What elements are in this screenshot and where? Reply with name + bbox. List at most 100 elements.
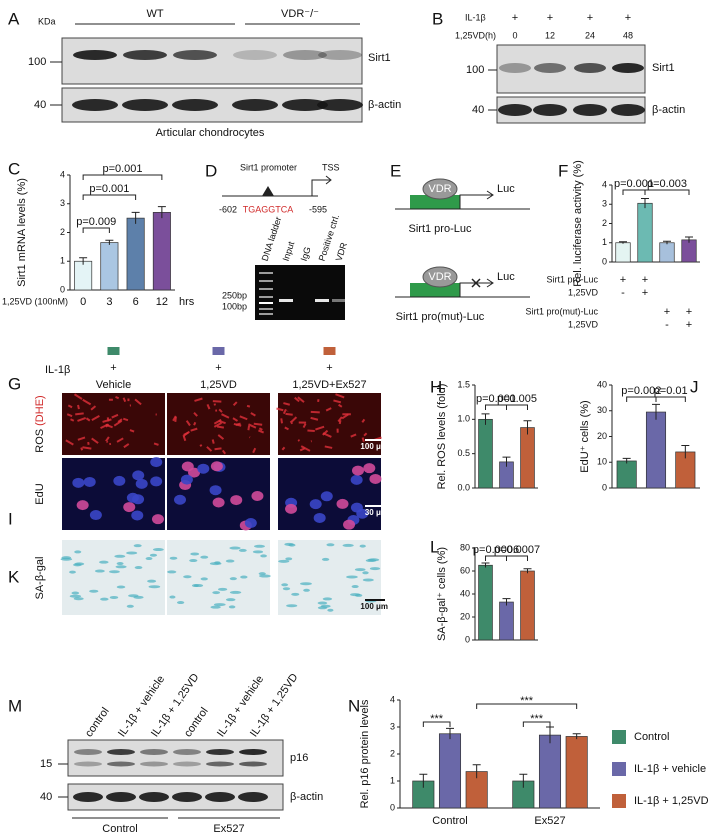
band (317, 99, 363, 111)
cell (278, 559, 290, 563)
gel-band (315, 299, 329, 302)
cell (218, 408, 223, 413)
cell (211, 439, 215, 444)
bar (681, 239, 697, 263)
cell (75, 412, 84, 416)
label: 40 (472, 104, 484, 116)
error-bar (681, 445, 690, 459)
label: 100 μm (360, 602, 388, 611)
panel-letter: J (690, 377, 699, 396)
y-tick-label: 0 (465, 634, 470, 644)
panel-letter: D (205, 161, 217, 180)
blot (61, 37, 363, 85)
cell (109, 595, 119, 599)
nucleus (126, 492, 139, 503)
cell (102, 418, 112, 423)
cell (172, 415, 177, 422)
cell (200, 577, 208, 581)
nucleus (313, 512, 326, 523)
cell (167, 570, 177, 574)
bar (520, 570, 535, 641)
label: Sirt1 (652, 62, 675, 74)
cell (65, 439, 74, 446)
cell (191, 584, 199, 588)
cell (250, 412, 256, 417)
bar (74, 260, 93, 291)
cell (361, 418, 366, 423)
band (533, 104, 567, 116)
nucleus (351, 465, 364, 476)
nucleus (356, 508, 369, 519)
bracket (422, 721, 451, 727)
ladder-band (259, 308, 273, 310)
label: control (182, 705, 211, 739)
bar (659, 242, 675, 263)
label: Vehicle (96, 379, 131, 391)
band (282, 99, 328, 111)
label: β-actin (368, 99, 401, 111)
band (318, 50, 362, 60)
label: p16 (290, 752, 308, 764)
bracket (485, 404, 507, 410)
condition-sign: + (642, 274, 648, 286)
cell (258, 572, 266, 576)
y-axis-label: Rel. luciferase activity (%) (572, 160, 584, 287)
label: 48 (623, 30, 633, 40)
cell (324, 445, 333, 449)
label: 100 μm (360, 442, 388, 451)
label: Sirt1 pro(mut)-Luc (396, 311, 485, 323)
cell (145, 557, 153, 561)
cell (284, 426, 289, 431)
error-bar (622, 457, 631, 464)
cell (235, 422, 241, 426)
cell (74, 550, 82, 554)
cell (71, 591, 80, 595)
panel-letter: G (8, 374, 21, 393)
cell (338, 403, 343, 408)
band (573, 104, 607, 116)
cell (252, 550, 264, 554)
band (173, 761, 201, 767)
cell (82, 446, 92, 450)
cell (350, 433, 357, 438)
condition-label: Sirt1 pro(mut)-Luc (525, 306, 598, 316)
cell (276, 407, 284, 412)
x-tick-label: 6 (133, 296, 139, 308)
label: + (326, 362, 332, 374)
annotation: p=0.0006 (473, 544, 519, 556)
cell (239, 415, 248, 421)
factor (422, 266, 458, 288)
band (106, 792, 136, 802)
y-tick-label: 0 (602, 256, 607, 266)
nucleus (336, 498, 349, 509)
error-bar (502, 456, 511, 467)
band (107, 761, 135, 767)
y-tick-label: 1 (60, 256, 65, 266)
ladder-band (259, 296, 273, 298)
cell (258, 427, 263, 431)
cell (322, 597, 333, 601)
cell (317, 601, 328, 605)
label: TGAGGTCA (243, 204, 294, 214)
label: + (215, 362, 221, 374)
y-tick-label: 20 (460, 611, 470, 621)
nucleus (135, 478, 148, 489)
band (612, 63, 644, 73)
panel-letter: H (430, 377, 442, 396)
cell (185, 420, 191, 427)
cell (291, 416, 298, 423)
cell (317, 606, 328, 610)
cell (106, 440, 109, 444)
cell (149, 553, 158, 557)
label: + (547, 12, 553, 24)
annotation: p=0.001 (614, 178, 654, 190)
factor (422, 178, 458, 200)
annotation: p=0.001 (102, 163, 142, 175)
y-tick-label: 4 (390, 694, 395, 704)
condition-sign: - (665, 319, 669, 331)
x-tick-label: 3 (106, 296, 112, 308)
band (72, 99, 118, 111)
cell (350, 593, 361, 597)
cell (67, 404, 73, 409)
legend-label: IL-1β + vehicle (634, 763, 706, 775)
